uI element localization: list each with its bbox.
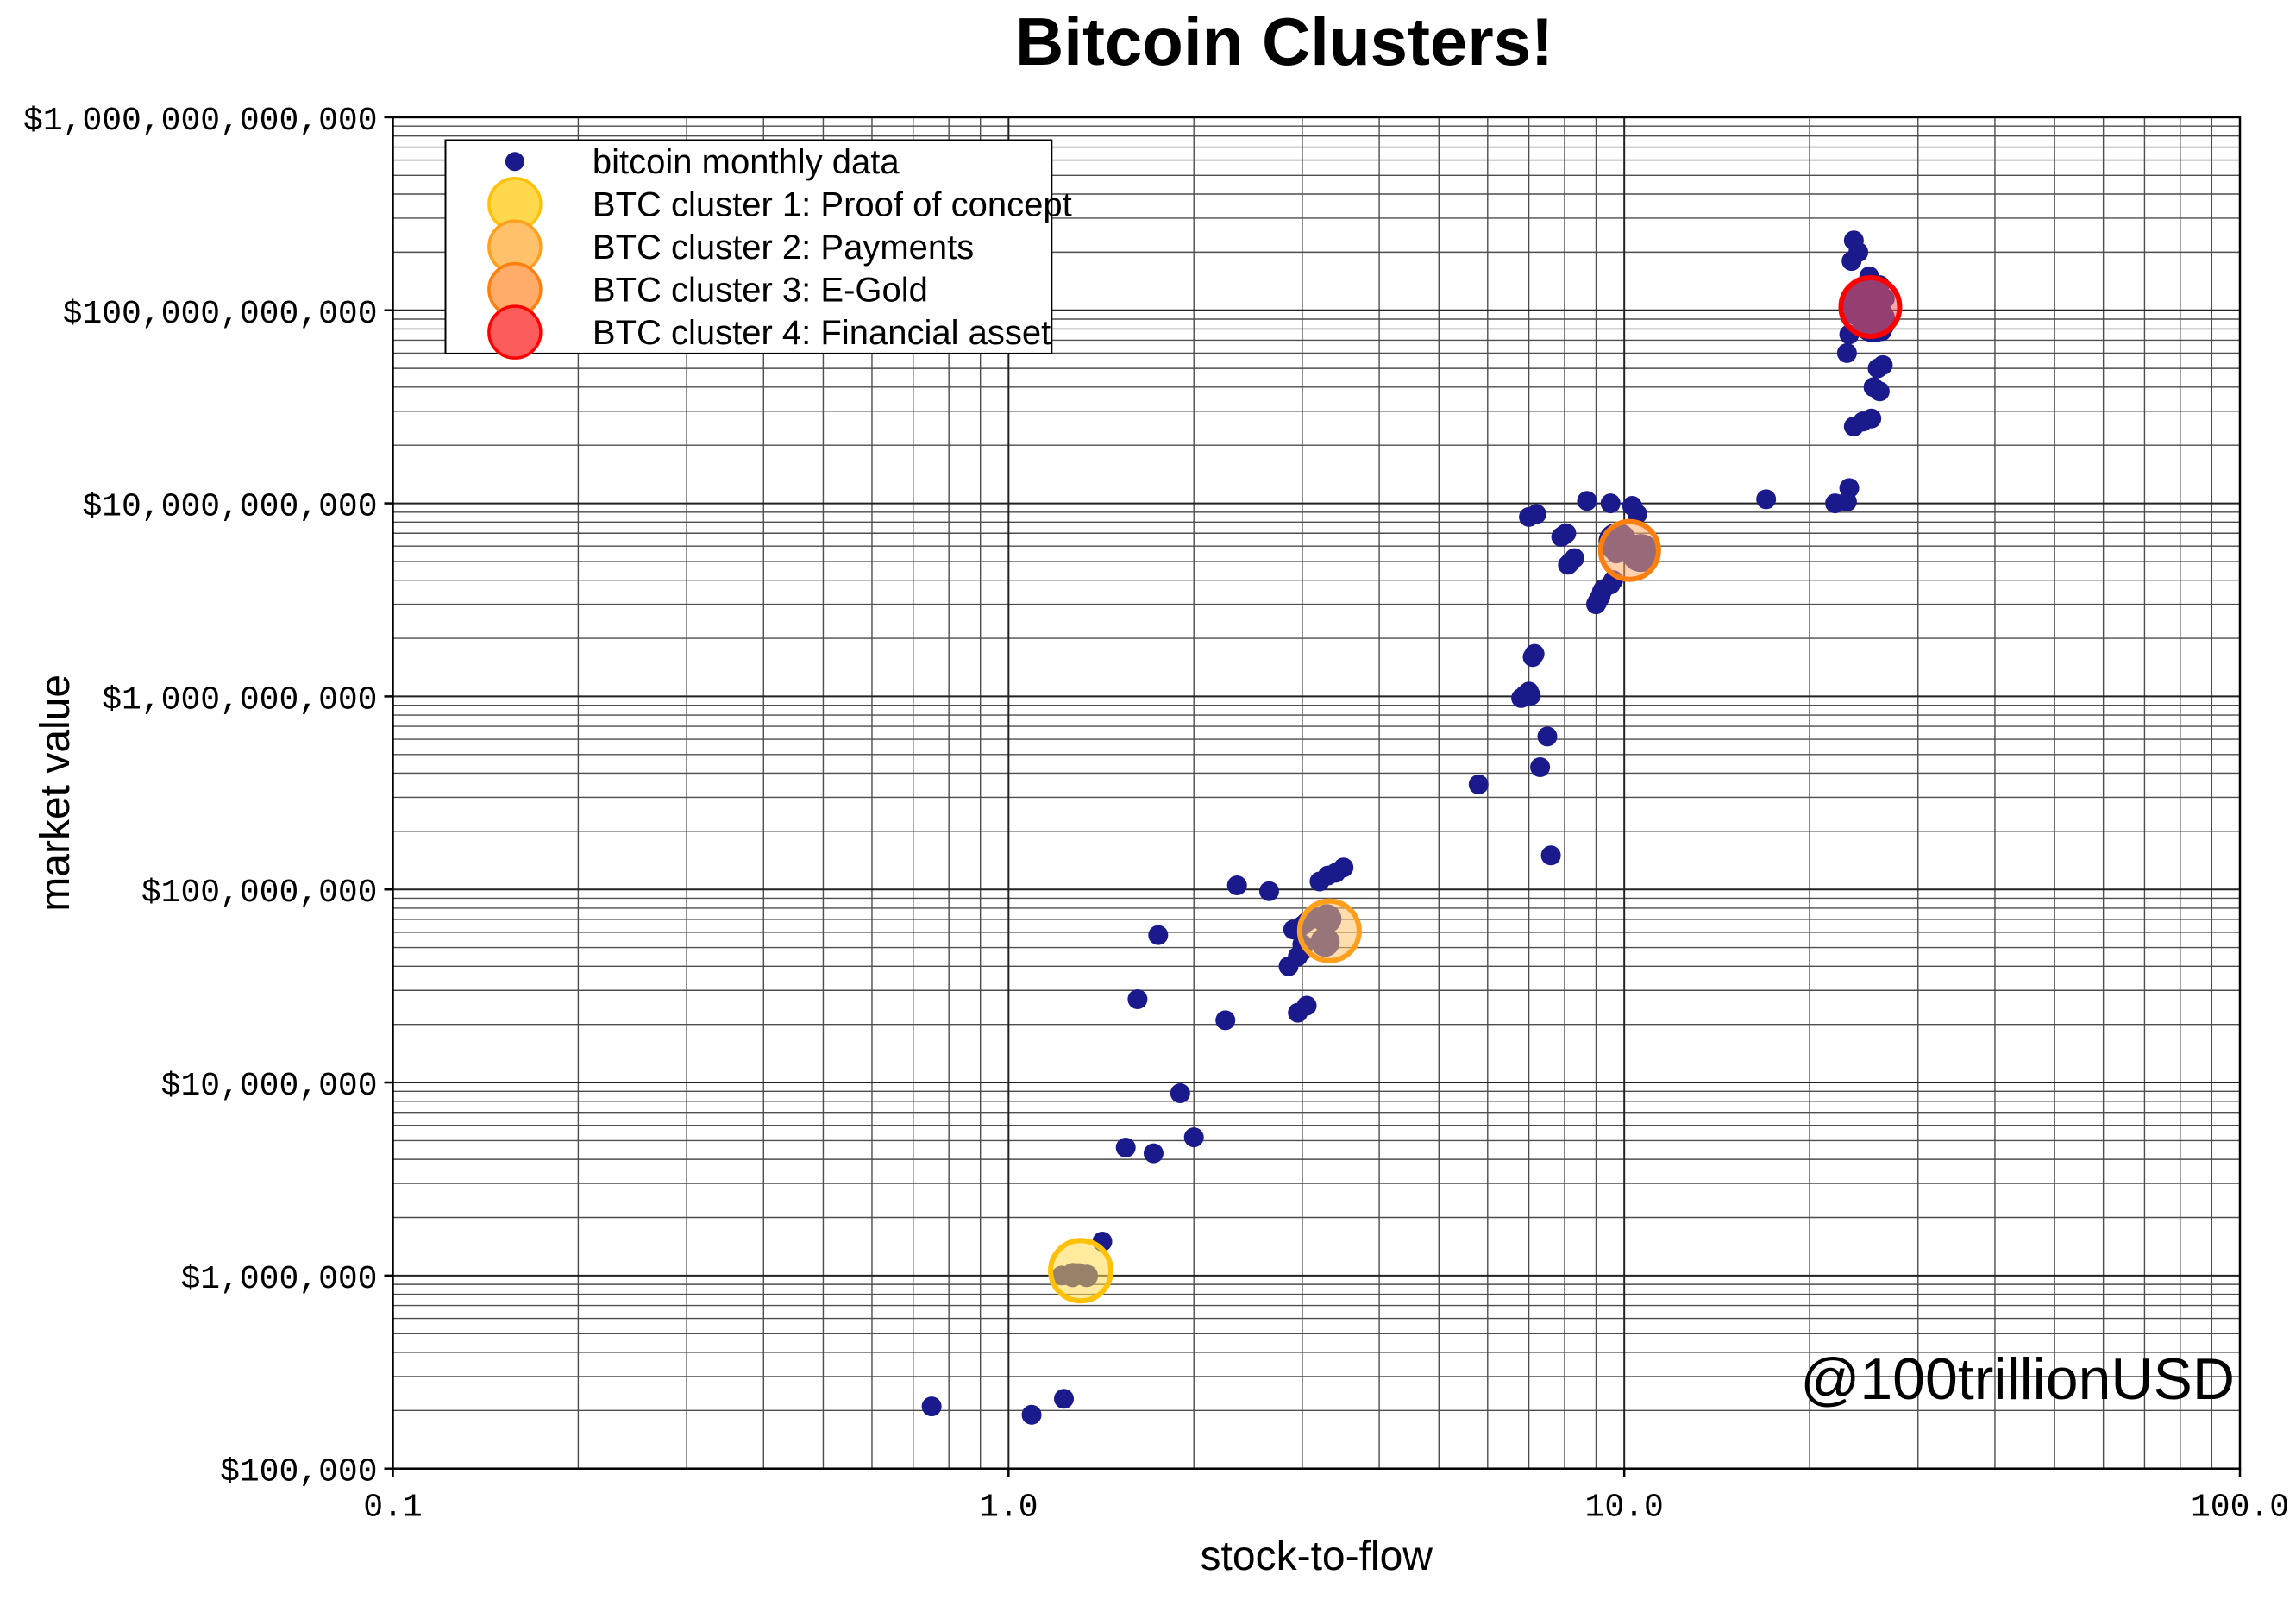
svg-text:$1,000,000,000,000: $1,000,000,000,000 <box>23 103 377 140</box>
svg-text:100.0: 100.0 <box>2191 1490 2289 1527</box>
svg-text:$1,000,000: $1,000,000 <box>180 1261 377 1298</box>
svg-text:0.1: 0.1 <box>363 1490 422 1527</box>
svg-text:$10,000,000,000: $10,000,000,000 <box>82 489 377 526</box>
svg-text:BTC cluster 4: Financial asset: BTC cluster 4: Financial asset <box>593 314 1051 352</box>
svg-text:$10,000,000: $10,000,000 <box>161 1068 378 1105</box>
svg-text:$100,000,000: $100,000,000 <box>141 875 378 912</box>
svg-text:$100,000,000,000: $100,000,000,000 <box>63 296 378 333</box>
svg-text:stock-to-flow: stock-to-flow <box>1201 1534 1433 1579</box>
svg-text:bitcoin monthly data: bitcoin monthly data <box>593 143 900 181</box>
svg-text:BTC cluster 1: Proof of concep: BTC cluster 1: Proof of concept <box>593 186 1072 224</box>
svg-text:BTC cluster 2: Payments: BTC cluster 2: Payments <box>593 229 974 267</box>
svg-text:BTC cluster 3: E-Gold: BTC cluster 3: E-Gold <box>593 272 928 310</box>
svg-text:$100,000: $100,000 <box>220 1454 377 1491</box>
svg-text:10.0: 10.0 <box>1585 1490 1664 1527</box>
svg-text:market value: market value <box>33 674 78 912</box>
svg-text:Bitcoin Clusters!: Bitcoin Clusters! <box>1015 3 1553 79</box>
svg-text:1.0: 1.0 <box>979 1490 1038 1527</box>
svg-text:@100trillionUSD: @100trillionUSD <box>1800 1346 2235 1412</box>
svg-text:$1,000,000,000: $1,000,000,000 <box>102 681 377 718</box>
